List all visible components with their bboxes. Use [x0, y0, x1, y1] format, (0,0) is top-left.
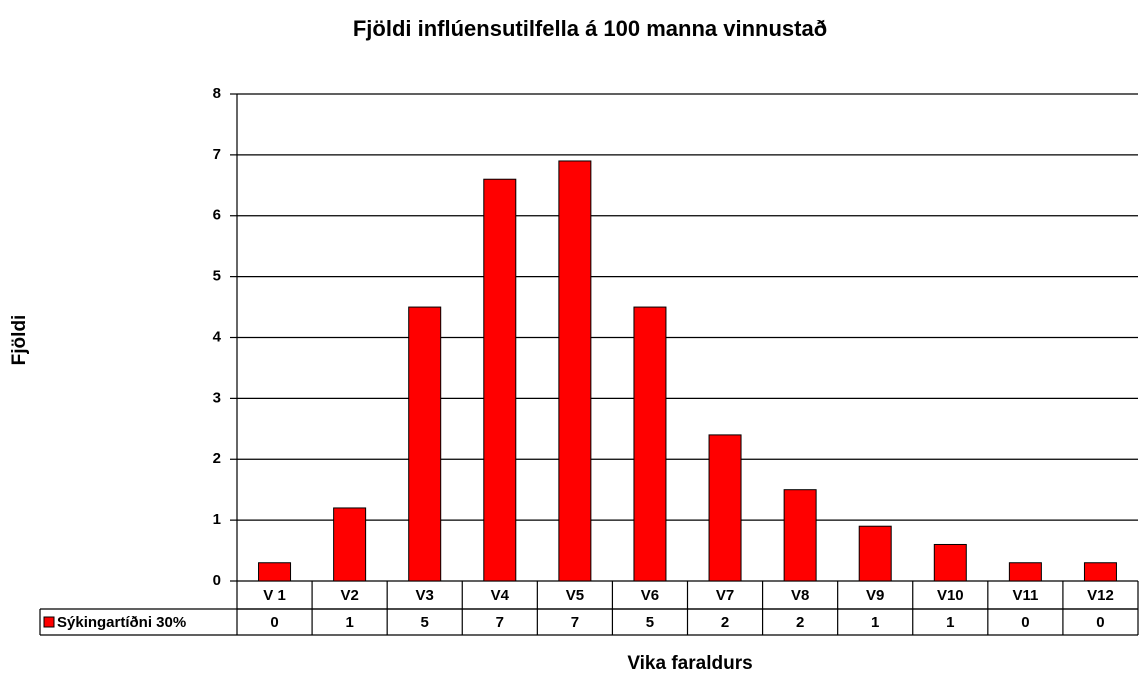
bar [1083, 562, 1117, 582]
table-value: 0 [270, 614, 278, 631]
table-value: 1 [946, 614, 954, 631]
x-tick-label: V10 [937, 587, 964, 604]
table-value: 1 [871, 614, 879, 631]
x-tick-label: V12 [1087, 587, 1114, 604]
bar [708, 434, 742, 582]
table-value: 1 [345, 614, 353, 631]
bar [633, 306, 667, 582]
table-value: 7 [571, 614, 579, 631]
y-axis-label: Fjöldi [9, 315, 30, 366]
x-tick-label: V3 [416, 587, 434, 604]
bar [1008, 562, 1042, 582]
x-tick-label: V 1 [263, 587, 286, 604]
bar [408, 306, 442, 582]
y-tick-label: 4 [213, 328, 222, 345]
table-value: 5 [421, 614, 429, 631]
bar [333, 507, 367, 582]
legend-swatch [43, 616, 55, 628]
bar [783, 489, 817, 582]
y-tick-label: 0 [213, 572, 221, 589]
table-value: 5 [646, 614, 654, 631]
x-axis-label: Vika faraldurs [627, 653, 752, 674]
table-value: 7 [496, 614, 504, 631]
table-value: 0 [1021, 614, 1029, 631]
x-tick-label: V8 [791, 587, 809, 604]
y-tick-label: 6 [213, 207, 221, 224]
bar [258, 562, 292, 582]
x-tick-label: V2 [340, 587, 358, 604]
bar [933, 543, 967, 582]
bar [483, 178, 517, 582]
x-tick-label: V4 [491, 587, 510, 604]
y-tick-label: 1 [213, 511, 221, 528]
chart-title: Fjöldi inflúensutilfella á 100 manna vin… [353, 16, 827, 41]
x-tick-label: V5 [566, 587, 584, 604]
legend-label: Sýkingartíðni 30% [57, 614, 186, 631]
y-tick-label: 2 [213, 450, 221, 467]
table-value: 0 [1096, 614, 1104, 631]
x-tick-label: V9 [866, 587, 884, 604]
y-tick-label: 8 [213, 85, 221, 102]
bar [558, 160, 592, 582]
table-value: 2 [796, 614, 804, 631]
x-tick-label: V7 [716, 587, 734, 604]
x-tick-label: V11 [1012, 587, 1038, 604]
table-value: 2 [721, 614, 729, 631]
x-tick-label: V6 [641, 587, 659, 604]
y-tick-label: 3 [213, 389, 221, 406]
y-tick-label: 5 [213, 268, 221, 285]
bar [858, 525, 892, 582]
y-tick-label: 7 [213, 146, 221, 163]
